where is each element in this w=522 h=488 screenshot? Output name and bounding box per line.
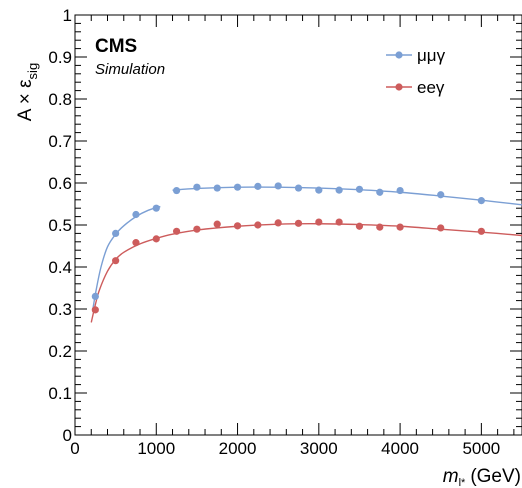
data-point-series-1	[91, 306, 99, 314]
experiment-label: CMS	[95, 36, 137, 57]
y-tick-label: 0.8	[48, 90, 72, 109]
data-point-series-0	[477, 197, 485, 205]
data-point-series-1	[254, 221, 262, 229]
y-tick-label: 0.5	[48, 216, 72, 235]
data-point-series-1	[335, 218, 343, 226]
data-point-series-1	[396, 223, 404, 231]
data-point-series-1	[112, 257, 120, 265]
y-tick-label: 0.4	[48, 258, 72, 277]
y-tick-label: 0.1	[48, 384, 72, 403]
legend-marker-eegamma	[395, 83, 403, 91]
y-tick-label: 0.6	[48, 174, 72, 193]
y-axis-label-sub: sig	[25, 63, 40, 80]
data-point-series-0	[91, 292, 99, 300]
data-point-series-1	[233, 222, 242, 230]
data-point-series-1	[355, 222, 364, 230]
y-axis-label-main: A × ε	[15, 79, 36, 121]
data-point-series-1	[152, 235, 160, 243]
data-point-series-0	[254, 182, 262, 190]
data-point-series-0	[274, 182, 282, 190]
data-point-series-0	[355, 185, 364, 193]
y-tick-label: 0.7	[48, 132, 72, 151]
data-point-series-0	[112, 229, 120, 237]
x-axis-label-sub: l*	[459, 477, 466, 488]
data-point-series-1	[132, 239, 140, 247]
y-tick-label: 1	[63, 6, 72, 25]
x-axis-label-main: m	[443, 466, 459, 487]
data-point-series-0	[396, 186, 404, 195]
y-tick-label: 0	[63, 426, 72, 445]
x-tick-label: 5000	[462, 439, 500, 458]
legend-label-eegamma: eeγ	[417, 78, 445, 97]
x-axis-title: ml* (GeV)	[443, 466, 521, 488]
data-point-series-1	[294, 219, 303, 227]
x-tick-label: 3000	[300, 439, 338, 458]
data-point-series-1	[437, 224, 445, 232]
x-tick-label: 4000	[381, 439, 419, 458]
x-tick-label: 2000	[219, 439, 257, 458]
data-point-series-1	[193, 225, 201, 233]
tick-labels: 0 1000 2000 3000 4000 5000 0 0.1 0.2 0.3 0.4 0.5 0.6…	[48, 6, 500, 458]
data-point-series-0	[193, 183, 201, 191]
data-point-series-0	[233, 183, 242, 191]
legend: μμγ eeγ	[386, 46, 446, 97]
data-point-series-0	[294, 184, 303, 192]
data-point-series-0	[376, 188, 384, 196]
data-point-series-1	[213, 220, 221, 228]
x-tick-label: 1000	[137, 439, 175, 458]
data-point-series-0	[437, 191, 445, 199]
legend-label-mumugamma: μμγ	[417, 46, 446, 65]
data-point-series-0	[213, 184, 221, 192]
data-point-series-1	[274, 219, 282, 227]
fit-curve-series-0	[172, 186, 522, 206]
data-markers	[91, 182, 485, 314]
data-point-series-1	[315, 218, 323, 226]
data-point-series-1	[376, 223, 384, 231]
y-tick-label: 0.9	[48, 48, 72, 67]
svg-text:A × εsig: A × εsig	[15, 63, 40, 121]
data-point-series-0	[132, 210, 140, 219]
y-axis-title: A × εsig	[15, 63, 40, 121]
data-point-series-0	[335, 186, 343, 194]
axis-ticks	[74, 14, 522, 436]
data-point-series-0	[172, 186, 181, 195]
x-tick-label: 0	[70, 439, 79, 458]
data-point-series-0	[152, 204, 160, 212]
x-axis-label-unit: (GeV)	[470, 466, 521, 487]
simulation-label: Simulation	[95, 61, 165, 78]
legend-marker-mumugamma	[395, 51, 403, 59]
data-point-series-1	[172, 227, 181, 235]
data-point-series-0	[315, 186, 323, 194]
data-point-series-1	[477, 227, 485, 235]
fit-curve-series-0	[92, 205, 161, 310]
y-tick-label: 0.2	[48, 342, 72, 361]
y-tick-label: 0.3	[48, 300, 72, 319]
